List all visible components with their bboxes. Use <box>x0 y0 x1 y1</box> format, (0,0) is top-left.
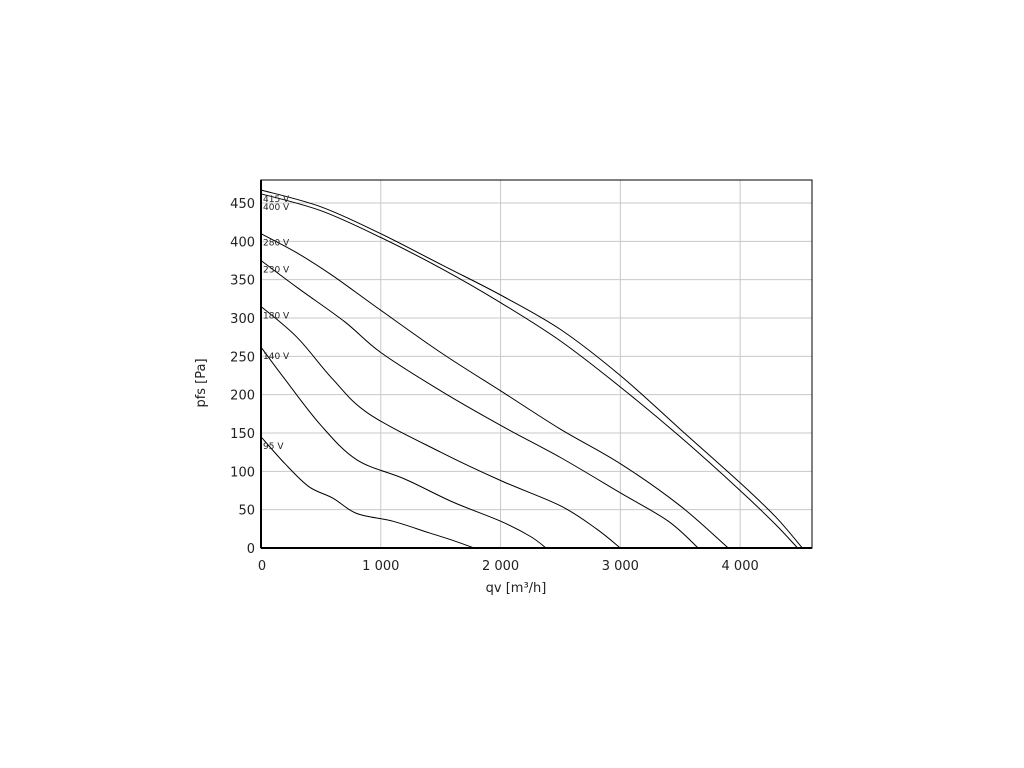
y-tick-label: 450 <box>230 197 255 212</box>
grid-layer <box>261 180 812 548</box>
y-tick-label: 200 <box>230 389 255 404</box>
tick-labels: 0 50 100 150 200 250 300 350 400 450 0 1 000 2 000 3 … <box>230 197 759 574</box>
x-tick-label: 1 000 <box>362 559 399 574</box>
x-tick-label: 4 000 <box>722 559 759 574</box>
curve-label: 95 V <box>263 442 284 452</box>
x-tick-label: 3 000 <box>602 559 639 574</box>
curve-label: 180 V <box>263 312 290 322</box>
plot-frame <box>260 179 813 549</box>
y-tick-label: 50 <box>238 504 255 519</box>
y-tick-label: 250 <box>230 350 255 365</box>
y-tick-label: 300 <box>230 312 255 327</box>
x-tick-label: 0 <box>258 559 266 574</box>
curve-label: 230 V <box>263 266 290 276</box>
x-axis-title: qv [m³/h] <box>486 581 547 596</box>
y-tick-label: 100 <box>230 465 255 480</box>
curve-label: 140 V <box>263 352 290 362</box>
curve-95v <box>260 436 475 549</box>
curve-280v <box>260 233 729 549</box>
y-tick-label: 0 <box>247 542 255 557</box>
y-tick-label: 150 <box>230 427 255 442</box>
y-tick-label: 400 <box>230 235 255 250</box>
curves-layer <box>260 189 803 549</box>
y-axis-title: pfs [Pa] <box>194 358 209 407</box>
y-tick-label: 350 <box>230 274 255 289</box>
curve-label: 280 V <box>263 239 290 249</box>
x-tick-label: 2 000 <box>482 559 519 574</box>
curve-415v <box>260 189 803 549</box>
curve-label: 415 V <box>263 195 290 205</box>
curve-140v <box>260 346 547 549</box>
curve-label: 400 V <box>263 203 290 213</box>
curve-180v <box>260 306 621 549</box>
curve-230v <box>260 260 699 549</box>
curve-400v <box>260 193 798 549</box>
